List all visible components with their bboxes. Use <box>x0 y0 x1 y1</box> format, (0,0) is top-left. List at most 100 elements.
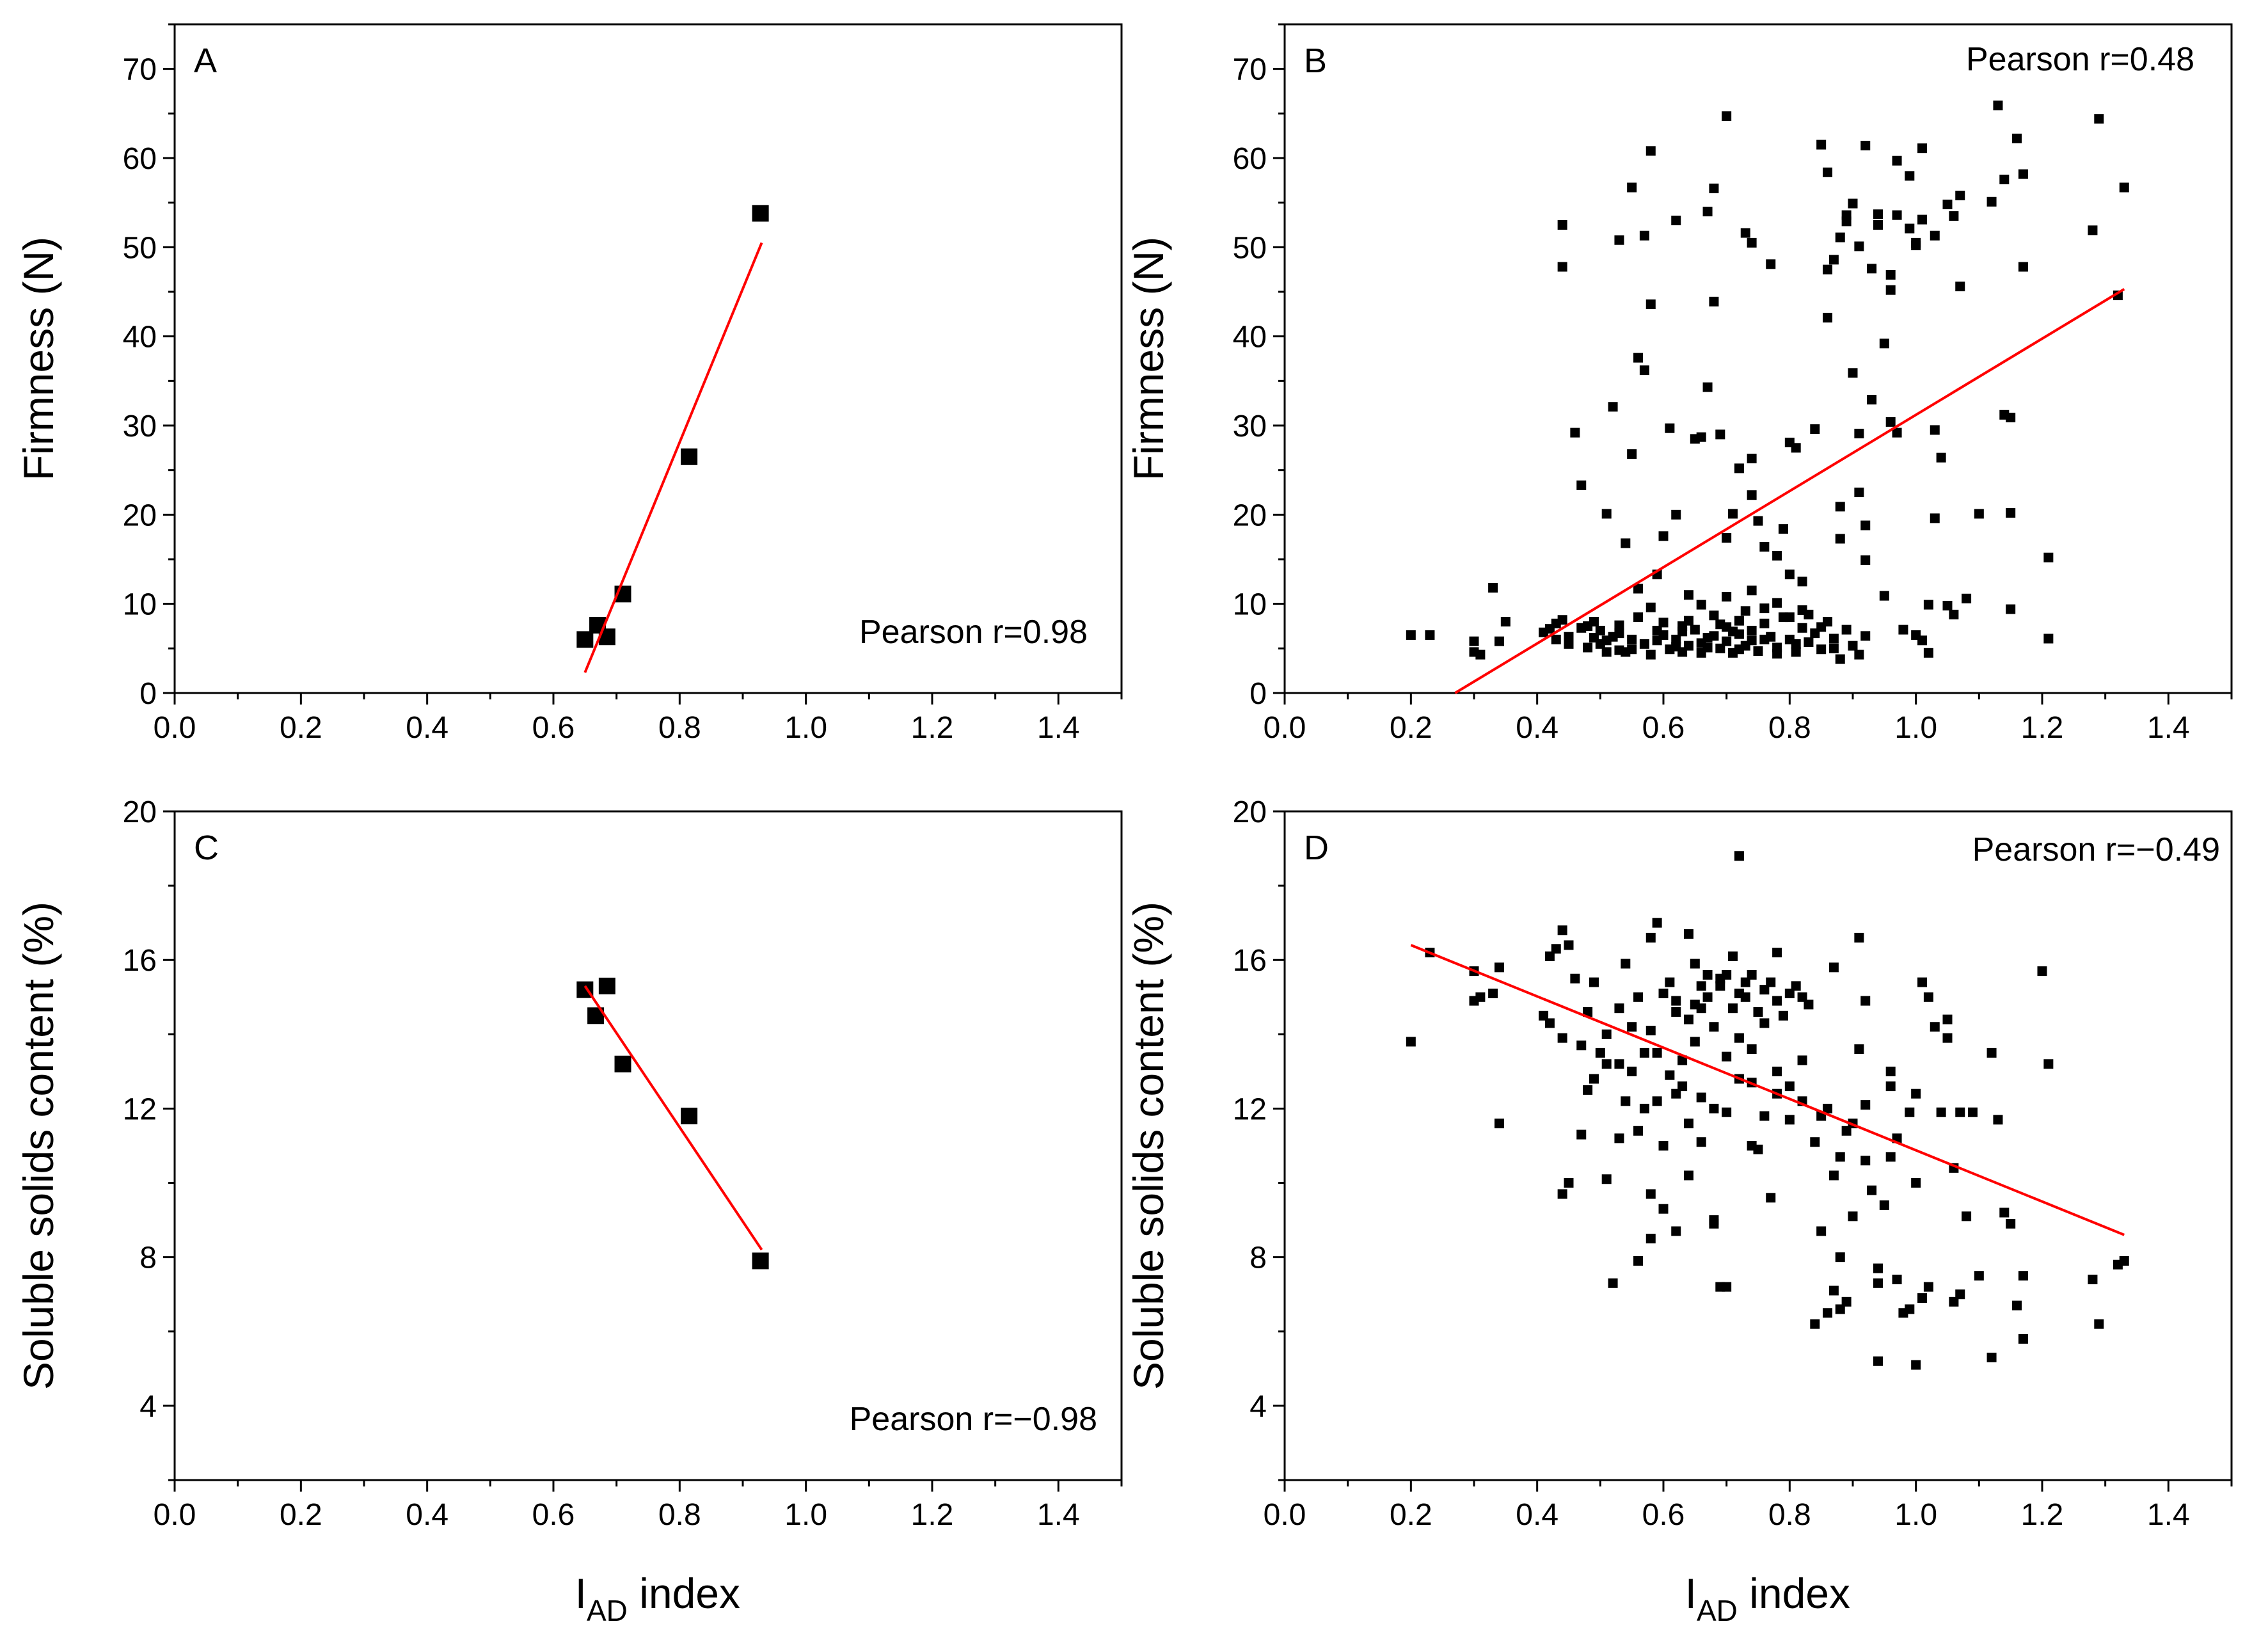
panel-b-data-point <box>1810 424 1820 434</box>
panel-b-data-point <box>1696 432 1706 442</box>
panel-b-y-tick-label: 20 <box>1233 498 1267 532</box>
panel-d-data-point <box>1784 1115 1795 1125</box>
panel-b-fit-line <box>1454 288 2125 694</box>
panel-b-data-point <box>1848 368 1858 378</box>
panel-d-data-point <box>1652 1048 1662 1058</box>
panel-d-data-point <box>1633 1255 1644 1266</box>
panel-a-frame <box>173 23 1123 694</box>
panel-d-data-point <box>1551 944 1561 954</box>
panel-d-data-point <box>1722 1107 1732 1117</box>
panel-d-data-point <box>1740 977 1750 987</box>
panel-b-data-point <box>1564 632 1574 642</box>
panel-b-data-point <box>1917 214 1928 225</box>
panel-d-data-point <box>1639 1103 1649 1113</box>
panel-d-data-point <box>1614 1059 1624 1069</box>
panel-d-data-point <box>1722 1282 1732 1292</box>
panel-b-data-point <box>1601 647 1612 657</box>
panel-d-data-point <box>1942 1033 1953 1043</box>
panel-a-x-tick-label: 0.2 <box>280 711 322 745</box>
panel-d-data-point <box>1759 985 1770 995</box>
panel-b-data-point <box>1797 577 1807 587</box>
panel-d-y-tick-label: 4 <box>1249 1390 1267 1424</box>
panel-b-y-tick-label: 70 <box>1233 53 1267 87</box>
panel-d-data-point <box>1804 1000 1814 1010</box>
panel-d-data-point <box>1797 1055 1807 1065</box>
panel-b-data-point <box>1835 534 1845 544</box>
panel-b-data-point <box>1955 282 1965 292</box>
panel-a-y-tick-label: 50 <box>123 231 157 265</box>
panel-a-x-tick-label: 0.0 <box>154 711 196 745</box>
panel-b-data-point <box>1715 619 1725 630</box>
panel-d-data-point <box>2018 1334 2028 1344</box>
panel-d-x-tick-label: 0.8 <box>1768 1498 1811 1532</box>
panel-b-data-point <box>1557 220 1567 230</box>
panel-d-data-point <box>1671 1088 1681 1099</box>
panel-b-data-point <box>1740 641 1750 651</box>
panel-b-data-point <box>1406 630 1416 640</box>
panel-d-data-point <box>1671 996 1681 1006</box>
panel-b-data-point <box>1627 449 1637 459</box>
panel-b-y-tick-label: 0 <box>1249 677 1267 711</box>
panel-d-data-point <box>2119 1255 2129 1266</box>
panel-b-data-point <box>1469 636 1479 646</box>
panel-d-data-point <box>2018 1271 2028 1281</box>
panel-b-data-point <box>1816 644 1827 655</box>
panel-b-data-point <box>1753 516 1763 526</box>
panel-b-data-point <box>1986 196 1997 207</box>
panel-b-data-point <box>1911 237 1921 248</box>
panel-b-data-point <box>1823 167 1833 177</box>
panel-d-data-point <box>2043 1059 2054 1069</box>
panel-d-data-point <box>1962 1211 1972 1222</box>
panel-d-fit-line <box>1410 944 2125 1236</box>
panel-c-x-tick-label: 0.2 <box>280 1498 322 1532</box>
panel-d-data-point <box>1879 1200 1889 1210</box>
panel-d-data-point <box>1791 981 1801 991</box>
panel-b-data-point <box>1570 427 1580 438</box>
panel-b-x-tick-label: 1.4 <box>2147 711 2190 745</box>
panel-b-data-point <box>1645 146 1656 156</box>
panel-d-data-point <box>1696 1137 1706 1147</box>
panel-b-data-point <box>1917 635 1928 646</box>
panel-b-data-point <box>1608 402 1618 412</box>
panel-b-data-point <box>2018 169 2028 179</box>
panel-b-data-point <box>1627 182 1637 193</box>
panel-d-data-point <box>1645 1026 1656 1036</box>
panel-b-data-point <box>1823 264 1833 275</box>
panel-d-data-point <box>1627 1022 1637 1032</box>
panel-b-data-point <box>1702 207 1713 217</box>
panel-d-data-point <box>1841 1126 1852 1136</box>
panel-d-data-point <box>1835 1252 1845 1263</box>
panel-a: 0.0 0.2 0.4 0.6 0.8 1.0 1.2 1.4 0 10 20 30 40 50 60 70 F… <box>15 23 1123 745</box>
panel-c-x-tick-label: 1.2 <box>911 1498 954 1532</box>
panel-d-data-point <box>1722 1051 1732 1062</box>
panel-d-y-tick-label: 16 <box>1233 944 1267 978</box>
panel-d-data-point <box>1778 1010 1788 1021</box>
panel-c-y-tick-label: 20 <box>123 795 157 829</box>
panel-d-data-point <box>1759 1018 1770 1028</box>
panel-b-data-point <box>1589 617 1599 627</box>
panel-b-x-tick-label: 1.2 <box>2021 711 2064 745</box>
panel-d-data-point <box>1683 1119 1693 1129</box>
panel-d-data-point <box>1627 1066 1637 1076</box>
panel-b-data-point <box>1885 285 1896 295</box>
panel-b-data-point <box>1627 634 1637 644</box>
panel-b-data-point <box>1671 216 1681 226</box>
panel-b-data-point <box>1835 502 1845 512</box>
panel-b-data-point <box>1658 617 1669 628</box>
panel-b-data-point <box>1614 628 1624 639</box>
panel-b-data-point <box>1930 425 1940 435</box>
panel-d-data-point <box>1854 932 1864 943</box>
panel-d-data-point <box>1942 1014 1953 1024</box>
panel-d-data-point <box>1955 1289 1965 1300</box>
panel-b-data-point <box>1709 610 1719 621</box>
panel-b-data-point <box>1823 312 1833 323</box>
panel-b-data-point <box>1917 143 1928 154</box>
panel-b-letter: B <box>1304 42 1327 80</box>
panel-d-data-point <box>1873 1263 1883 1273</box>
panel-b-data-point <box>2094 114 2104 124</box>
panel-d-data-point <box>1955 1107 1965 1117</box>
panel-b-data-point <box>1848 198 1858 209</box>
panel-d-data-point <box>1986 1048 1997 1058</box>
panel-d-data-point <box>1810 1319 1820 1329</box>
